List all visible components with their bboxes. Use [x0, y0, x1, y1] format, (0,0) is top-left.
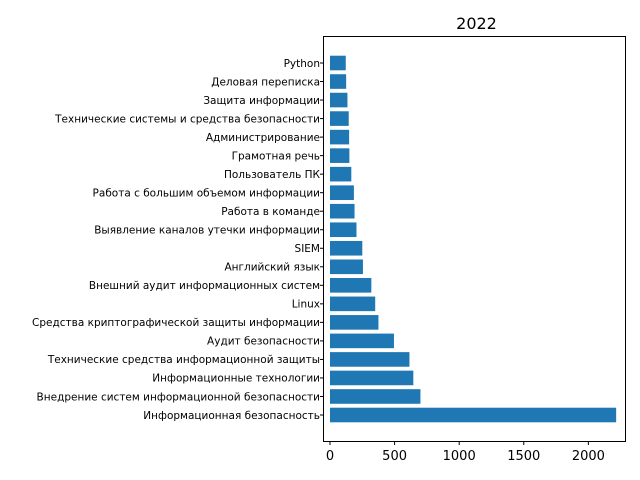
category-label: Аудит безопасности	[207, 336, 320, 348]
bar	[330, 74, 347, 89]
category-label: Python	[284, 58, 320, 70]
bar	[330, 222, 357, 238]
bar	[330, 296, 376, 312]
x-axis-ticks: 0 500 1000 1500 2000	[326, 441, 605, 464]
category-label: Внедрение систем информационной безопасн…	[37, 391, 320, 403]
bar	[330, 352, 410, 367]
bar	[330, 333, 394, 349]
bar	[330, 92, 348, 108]
x-tick-label: 0	[326, 449, 334, 464]
category-label: Работа в команде	[221, 206, 320, 218]
bar	[330, 111, 349, 126]
chart-title: 2022	[456, 14, 497, 33]
x-tick-label: 1000	[443, 449, 476, 464]
category-label: Linux	[292, 299, 320, 311]
bar	[330, 389, 421, 404]
bar	[330, 240, 363, 256]
category-label: Грамотная речь	[232, 150, 320, 162]
category-label: Пользователь ПК	[224, 169, 321, 181]
bar	[330, 55, 346, 71]
category-label: Деловая переписка	[211, 76, 320, 88]
x-tick-label: 1500	[507, 449, 540, 464]
x-tick-label: 500	[382, 449, 407, 464]
category-label: Работа с большим объемом информации	[93, 187, 320, 199]
bar	[330, 203, 355, 219]
category-label: Внешний аудит информационных систем	[89, 280, 320, 292]
category-label: Информационная безопасность	[143, 410, 320, 422]
bar	[330, 185, 354, 200]
axes-frame	[323, 36, 626, 442]
bar	[330, 166, 352, 182]
category-label: SIEM	[295, 243, 320, 255]
bar	[330, 278, 372, 293]
category-label: Администрирование	[206, 132, 320, 144]
bar	[330, 407, 617, 423]
category-label: Технические средства информационной защи…	[47, 354, 320, 366]
bar	[330, 148, 350, 163]
category-label: Информационные технологии	[152, 373, 320, 385]
bar	[330, 315, 379, 330]
category-label: Защита информации	[203, 95, 320, 107]
category-labels: Информационная безопасность Внедрение сис…	[32, 58, 324, 422]
category-label: Технические системы и средства безопасно…	[54, 113, 320, 125]
category-label: Выявление каналов утечки информации	[94, 225, 320, 237]
bar	[330, 370, 414, 386]
category-label: Английский язык	[224, 262, 320, 274]
bar	[330, 259, 363, 275]
bars-group	[330, 55, 617, 423]
bar	[330, 129, 350, 145]
x-tick-label: 2000	[572, 449, 605, 464]
category-label: Средства криптографической защиты информ…	[32, 317, 320, 329]
